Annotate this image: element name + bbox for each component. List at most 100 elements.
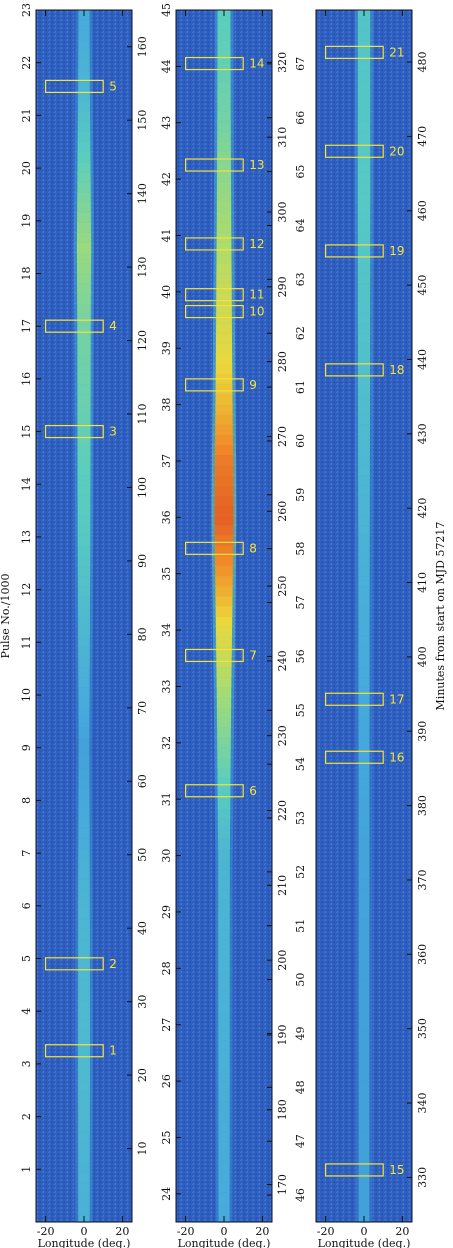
left-axis-tick-label: 39 bbox=[160, 341, 173, 355]
emission-slice bbox=[358, 545, 370, 556]
emission-slice bbox=[78, 929, 90, 940]
emission-slice bbox=[77, 555, 91, 567]
left-axis-tick-label: 9 bbox=[20, 744, 33, 751]
emission-slice bbox=[358, 737, 370, 748]
emission-slice bbox=[216, 292, 232, 304]
emission-slice bbox=[216, 636, 232, 647]
x-tick-label: 20 bbox=[115, 1225, 129, 1238]
emission-slice bbox=[218, 1050, 230, 1061]
emission-slice bbox=[78, 747, 90, 758]
emission-slice bbox=[358, 434, 370, 445]
emission-slice bbox=[78, 676, 90, 688]
emission-slice bbox=[78, 60, 90, 72]
extra-axis-tick-label: 65 bbox=[294, 165, 307, 179]
emission-slice bbox=[215, 575, 233, 587]
emission-slice bbox=[215, 605, 233, 617]
emission-slice bbox=[357, 161, 371, 173]
emission-slice bbox=[78, 818, 90, 829]
emission-slice bbox=[78, 807, 90, 819]
left-axis-tick-label: 29 bbox=[160, 905, 173, 919]
left-axis-tick-label: 17 bbox=[20, 319, 33, 333]
emission-slice bbox=[78, 757, 90, 769]
emission-slice bbox=[218, 1030, 230, 1041]
right-axis-tick-label: 290 bbox=[276, 276, 289, 297]
x-axis-title: Longitude (deg.) bbox=[38, 1237, 131, 1248]
emission-slice bbox=[358, 818, 370, 829]
emission-slice bbox=[77, 191, 91, 203]
event-box-21 bbox=[325, 45, 384, 59]
emission-slice bbox=[78, 727, 90, 738]
emission-slice bbox=[358, 555, 370, 567]
emission-slice bbox=[358, 444, 370, 455]
right-axis-tick-label: 440 bbox=[416, 349, 429, 370]
emission-slice bbox=[357, 252, 371, 264]
emission-slice bbox=[77, 525, 91, 536]
left-axis-tick-label: 28 bbox=[160, 961, 173, 975]
emission-slice bbox=[358, 585, 370, 597]
left-axis-tick-label: 6 bbox=[20, 902, 33, 909]
emission-slice bbox=[358, 878, 370, 890]
emission-slice bbox=[77, 403, 91, 415]
emission-slice bbox=[78, 706, 90, 718]
emission-slice bbox=[358, 767, 370, 779]
emission-slice bbox=[358, 1151, 370, 1162]
emission-slice bbox=[358, 1201, 370, 1213]
emission-slice bbox=[218, 949, 230, 960]
left-axis-tick-label: 1 bbox=[20, 1166, 33, 1173]
left-axis-tick-label: 34 bbox=[160, 623, 173, 637]
left-axis-tick-label: 25 bbox=[160, 1130, 173, 1144]
event-box-label: 10 bbox=[249, 305, 264, 319]
event-box-18 bbox=[325, 363, 384, 377]
emission-slice bbox=[78, 828, 90, 839]
extra-axis-tick-label: 51 bbox=[294, 919, 307, 933]
emission-slice bbox=[78, 919, 90, 930]
emission-slice bbox=[358, 999, 370, 1011]
emission-slice bbox=[218, 1191, 230, 1203]
emission-slice bbox=[218, 1100, 230, 1112]
emission-slice bbox=[357, 100, 371, 112]
emission-slice bbox=[357, 201, 371, 213]
emission-slice bbox=[216, 212, 232, 223]
event-box-label: 15 bbox=[389, 1163, 404, 1177]
left-axis-tick-label: 45 bbox=[160, 3, 173, 17]
event-box-14 bbox=[185, 56, 244, 71]
emission-slice bbox=[357, 191, 371, 203]
emission-slice bbox=[76, 262, 92, 274]
emission-slice bbox=[218, 1070, 230, 1082]
left-axis-tick-label: 4 bbox=[20, 1008, 33, 1015]
emission-slice bbox=[78, 656, 90, 668]
left-axis-tick-label: 16 bbox=[20, 372, 33, 386]
emission-slice bbox=[78, 999, 90, 1011]
emission-slice bbox=[78, 1009, 90, 1021]
emission-slice bbox=[77, 373, 91, 385]
emission-slice bbox=[77, 282, 91, 294]
emission-slice bbox=[78, 1171, 90, 1183]
emission-slice bbox=[357, 40, 371, 51]
event-box-label: 4 bbox=[109, 319, 117, 333]
left-axis-tick-label: 44 bbox=[160, 59, 173, 73]
right-axis-tick-label: 370 bbox=[416, 869, 429, 890]
left-axis-tick-label: 42 bbox=[160, 172, 173, 186]
extra-axis-tick-label: 56 bbox=[294, 649, 307, 663]
right-axis-tick-label: 270 bbox=[276, 426, 289, 447]
event-box-label: 9 bbox=[249, 378, 257, 392]
emission-slice bbox=[214, 535, 234, 546]
x-axis-title: Longitude (deg.) bbox=[178, 1237, 271, 1248]
right-axis-tick-label: 330 bbox=[416, 1167, 429, 1188]
event-box-label: 21 bbox=[389, 45, 404, 59]
emission-slice bbox=[78, 696, 90, 708]
right-axis-tick-label: 470 bbox=[416, 126, 429, 147]
emission-slice bbox=[77, 434, 91, 445]
emission-slice bbox=[216, 666, 232, 678]
emission-slice bbox=[358, 575, 370, 587]
emission-slice bbox=[78, 949, 90, 960]
event-box-11 bbox=[185, 288, 244, 302]
emission-slice bbox=[357, 121, 371, 132]
emission-slice bbox=[77, 161, 91, 173]
right-axis-title: Minutes from start on MJD 57217 bbox=[434, 522, 447, 711]
emission-slice bbox=[216, 272, 232, 284]
right-axis-tick-label: 420 bbox=[416, 498, 429, 519]
emission-slice bbox=[357, 333, 371, 344]
emission-slice bbox=[358, 908, 370, 920]
